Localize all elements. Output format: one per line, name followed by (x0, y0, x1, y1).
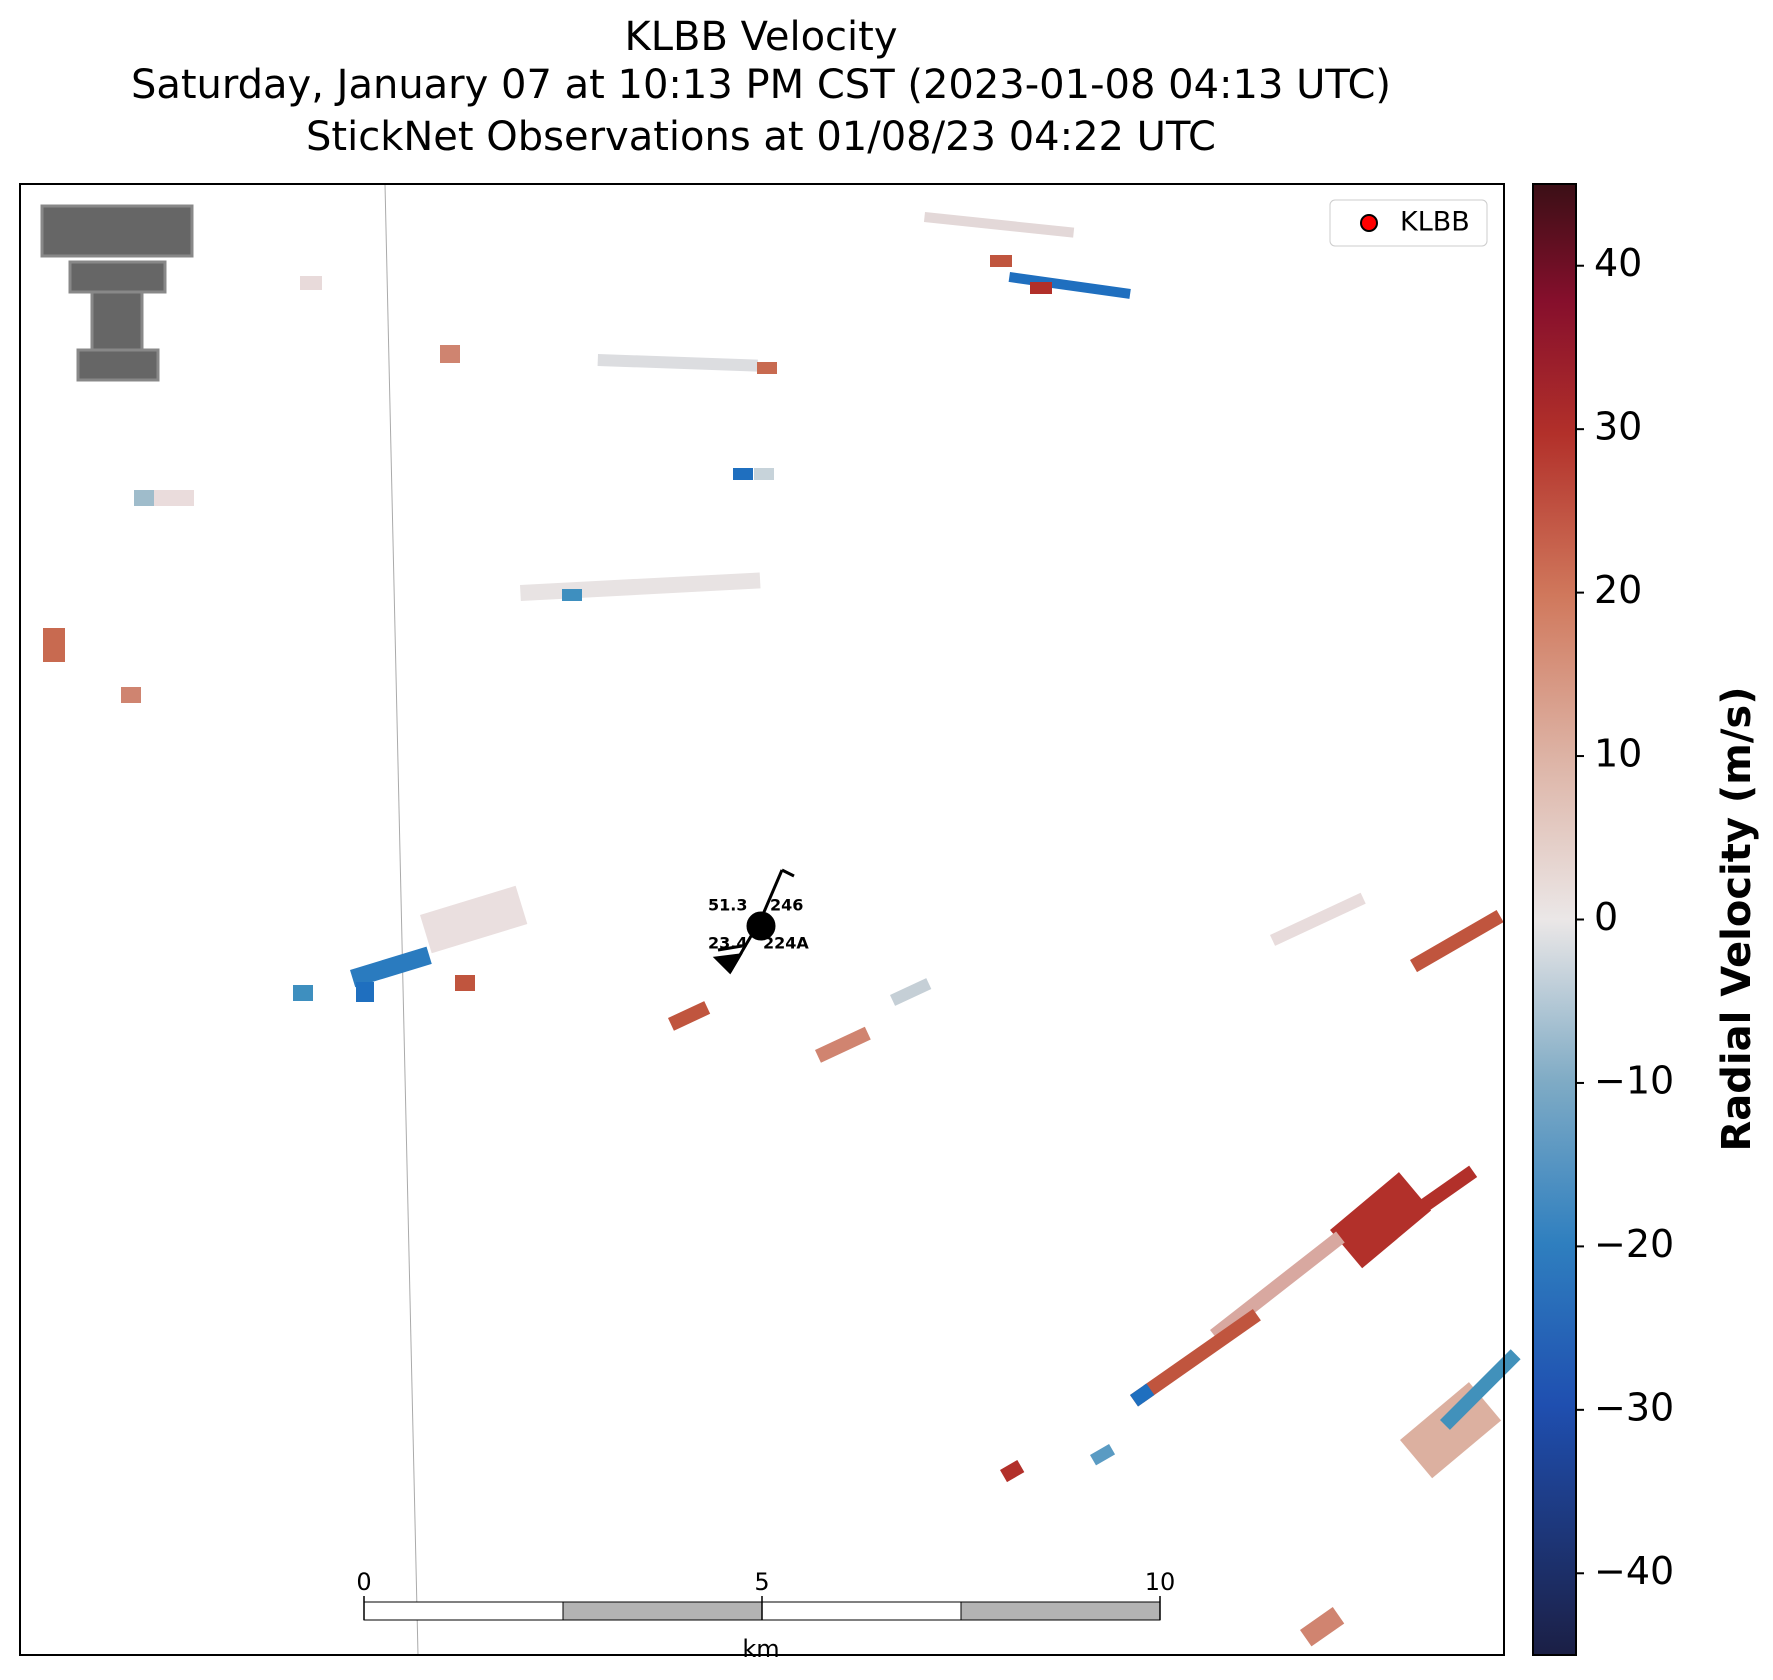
radar-gate (733, 468, 753, 480)
radar-gate (1130, 1308, 1261, 1407)
scale-tick-label: 5 (754, 1568, 769, 1596)
logo-bar (68, 260, 167, 294)
station-marker (746, 911, 776, 941)
wind-barb (717, 944, 743, 952)
colorbar-scale (1532, 183, 1577, 1656)
radar-gate (1440, 1349, 1521, 1430)
radar-gate (562, 589, 582, 601)
radar-gate (923, 212, 1075, 238)
radar-gate (356, 982, 374, 1002)
colorbar-tick-label: 40 (1594, 241, 1642, 285)
scale-segment (562, 1601, 763, 1621)
station (712, 868, 795, 975)
radar-gate (350, 946, 432, 988)
colorbar-tick-label: −40 (1594, 1549, 1674, 1593)
radar-gate (420, 885, 528, 954)
radar-gate (1000, 1460, 1025, 1483)
radar-gate (455, 975, 475, 991)
radar-gate (43, 628, 65, 662)
legend-marker (1360, 214, 1378, 232)
logo-bar (40, 204, 194, 258)
radar-gate (1330, 1172, 1432, 1269)
scale-tick-label: 0 (356, 1568, 371, 1596)
colorbar: −40 −30 −20 −10 0 10 20 30 40 (1532, 183, 1674, 1656)
radar-gate (1210, 1231, 1345, 1342)
radar-gate (1400, 1382, 1502, 1479)
county-border (384, 183, 419, 1656)
radar-gate (293, 985, 313, 1001)
wind-barb (781, 868, 795, 878)
radar-gate (990, 255, 1012, 267)
station-id: 224A (763, 934, 809, 953)
radar-gate (890, 978, 932, 1006)
radar-gate (440, 345, 460, 363)
scale-unit: km (742, 1635, 779, 1663)
title: KLBB Velocity (624, 14, 897, 60)
radar-gate (134, 490, 154, 506)
radar-gate (300, 276, 322, 290)
colorbar-tick-label: −30 (1594, 1385, 1674, 1429)
radar-gate (597, 353, 758, 372)
legend-label: KLBB (1400, 207, 1470, 238)
radar-gate (1410, 910, 1504, 973)
map-border (19, 183, 1505, 1656)
radar-gates (43, 212, 1521, 1647)
radar-gate (815, 1026, 871, 1063)
legend-box (1329, 199, 1488, 247)
radar-gate (668, 1001, 711, 1031)
radar-gate (754, 468, 774, 480)
station-id: 246 (770, 896, 803, 915)
radar-gate (1030, 282, 1052, 294)
map: KLBB 51.3 246 23.4 224A 0 5 10 km (19, 183, 1521, 1663)
scale-bar: 0 5 10 (356, 1568, 1176, 1621)
radar-gate (1090, 1444, 1116, 1466)
scale-tick-label: 10 (1145, 1568, 1176, 1596)
station-value: 51.3 (708, 896, 747, 915)
colorbar-tick-label: 20 (1594, 568, 1642, 612)
radar-gate (1300, 1607, 1345, 1647)
scale-segment (761, 1601, 962, 1621)
colorbar-tick-label: 0 (1594, 895, 1618, 939)
wind-barb (759, 869, 784, 920)
scale-segment (960, 1601, 1161, 1621)
colorbar-label: Radial Velocity (m/s) (1714, 686, 1760, 1151)
scale-segment (363, 1601, 564, 1621)
colorbar-tick-label: −20 (1594, 1222, 1674, 1266)
radar-gate (121, 687, 141, 703)
radar-gate (1130, 1383, 1155, 1407)
radar-gate (1008, 272, 1131, 299)
colorbar-tick-label: 10 (1594, 732, 1642, 776)
wind-flag (712, 953, 743, 975)
colorbar-tick-label: 30 (1594, 405, 1642, 449)
subtitle: StickNet Observations at 01/08/23 04:22 … (306, 114, 1216, 160)
subtitle: Saturday, January 07 at 10:13 PM CST (20… (131, 62, 1391, 108)
colorbar-tick-label: −10 (1594, 1058, 1674, 1102)
legend: KLBB (1329, 199, 1488, 247)
ttu-logo (40, 204, 194, 382)
logo-foot (76, 348, 160, 382)
radar-gate (1420, 1165, 1478, 1212)
radar-gate (1270, 892, 1366, 946)
radar-gate (757, 362, 777, 374)
station-value: 23.4 (708, 934, 747, 953)
